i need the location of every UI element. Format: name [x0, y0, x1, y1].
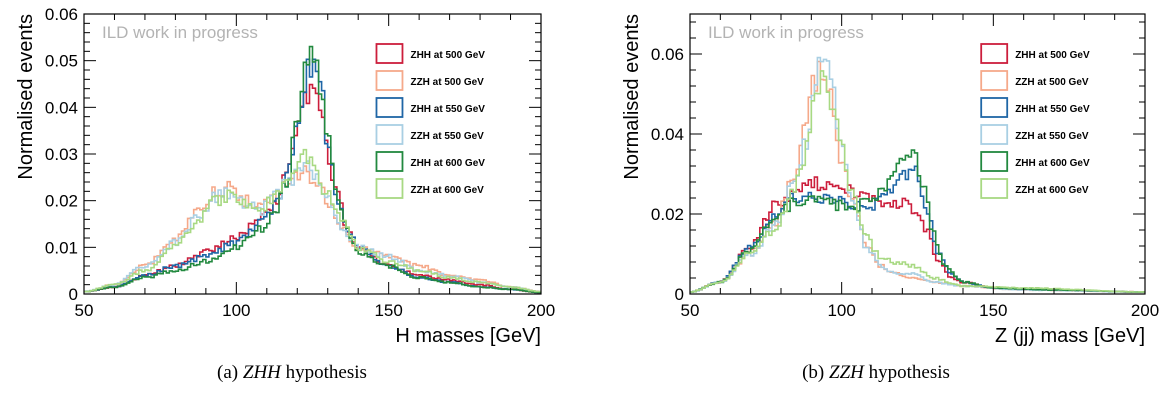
histogram-zhh600	[690, 149, 1145, 293]
legend-swatch-zhh500	[375, 43, 404, 64]
legend-swatch-zzh600	[980, 178, 1009, 199]
watermark-label: ILD work in progress	[102, 23, 258, 42]
legend-swatch-zzh500	[375, 70, 404, 91]
legend-label-zhh600: ZHH at 600 GeV	[1015, 158, 1090, 169]
histogram-zzh550	[84, 160, 541, 293]
legend-swatch-zhh550	[375, 97, 404, 118]
x-axis-title: Z (jj) mass [GeV]	[995, 325, 1145, 347]
panel-zzh: ILD work in progress 50 100 150 200 0 0.02 0.04…	[584, 0, 1168, 412]
legend-label-zzh500: ZZH at 500 GeV	[1015, 77, 1089, 88]
watermark-label: ILD work in progress	[708, 23, 864, 42]
y-axis-title: Normalised events	[15, 14, 37, 180]
legend-label-zhh500: ZHH at 500 GeV	[1015, 50, 1090, 61]
y-tick-label: 0.05	[45, 52, 78, 71]
legend-label-zzh600: ZZH at 600 GeV	[1015, 185, 1089, 196]
caption-zzh: (b) ZZH hypothesis	[584, 362, 1168, 384]
chart-zzh-hypothesis: ILD work in progress 50 100 150 200 0 0.02 0.04…	[621, 13, 1159, 347]
y-tick-label: 0.02	[651, 205, 684, 224]
y-tick-label: 0.04	[45, 98, 78, 117]
x-tick-label: 200	[527, 301, 555, 320]
x-tick-label: 50	[681, 301, 700, 320]
legend-swatch-zzh550	[980, 124, 1009, 145]
y-tick-label: 0.03	[45, 145, 78, 164]
y-tick-label: 0.04	[651, 125, 684, 144]
y-tick-label: 0.01	[45, 238, 78, 257]
y-tick-label: 0.02	[45, 192, 78, 211]
y-tick-label: 0	[69, 285, 78, 304]
y-tick-label: 0	[675, 285, 684, 304]
legend-swatch-zhh600	[980, 151, 1009, 172]
x-tick-label: 100	[222, 301, 250, 320]
caption-suffix: hypothesis	[868, 362, 950, 383]
caption-zhh: (a) ZHH hypothesis	[0, 362, 584, 384]
caption-suffix: hypothesis	[285, 362, 367, 383]
legend-swatch-zzh600	[375, 178, 404, 199]
legend-swatch-zhh500	[980, 43, 1009, 64]
legend-label-zzh550: ZZH at 550 GeV	[1015, 131, 1089, 142]
legend-swatch-zzh500	[980, 70, 1009, 91]
y-tick-label: 0.06	[45, 5, 78, 24]
legend-label-zhh600: ZHH at 600 GeV	[410, 158, 485, 169]
histogram-zzh600	[690, 70, 1145, 293]
legend-swatch-zhh600	[375, 151, 404, 172]
x-tick-label: 50	[75, 301, 94, 320]
legend-label-zzh500: ZZH at 500 GeV	[410, 77, 484, 88]
plot-frame	[689, 13, 1146, 295]
legend-label-zzh600: ZZH at 600 GeV	[410, 185, 484, 196]
x-tick-label: 200	[1131, 301, 1159, 320]
y-axis-title: Normalised events	[621, 14, 643, 180]
caption-prefix: (b)	[802, 362, 825, 383]
x-axis-title: H masses [GeV]	[395, 325, 541, 347]
legend-swatch-zzh550	[375, 124, 404, 145]
legend-label-zzh550: ZZH at 550 GeV	[410, 131, 484, 142]
panel-zhh: ILD work in progress 50 100 150 200 0 0.01 0.02…	[0, 5, 584, 384]
caption-hypothesis: ZHH	[242, 362, 281, 383]
caption-prefix: (a)	[217, 362, 239, 383]
x-tick-label: 150	[979, 301, 1007, 320]
chart-zhh-hypothesis: ILD work in progress 50 100 150 200 0 0.01 0.02…	[15, 5, 555, 347]
legend-swatch-zhh550	[980, 97, 1009, 118]
legend-label-zhh550: ZHH at 550 GeV	[1015, 104, 1090, 115]
x-tick-label: 150	[374, 301, 402, 320]
caption-hypothesis: ZZH	[829, 362, 864, 383]
x-tick-label: 100	[827, 301, 855, 320]
histogram-zhh600	[84, 45, 541, 294]
y-tick-label: 0.06	[651, 45, 684, 64]
legend-label-zhh500: ZHH at 500 GeV	[410, 50, 485, 61]
legend-label-zhh550: ZHH at 550 GeV	[410, 104, 485, 115]
histogram-zzh600	[84, 148, 541, 293]
